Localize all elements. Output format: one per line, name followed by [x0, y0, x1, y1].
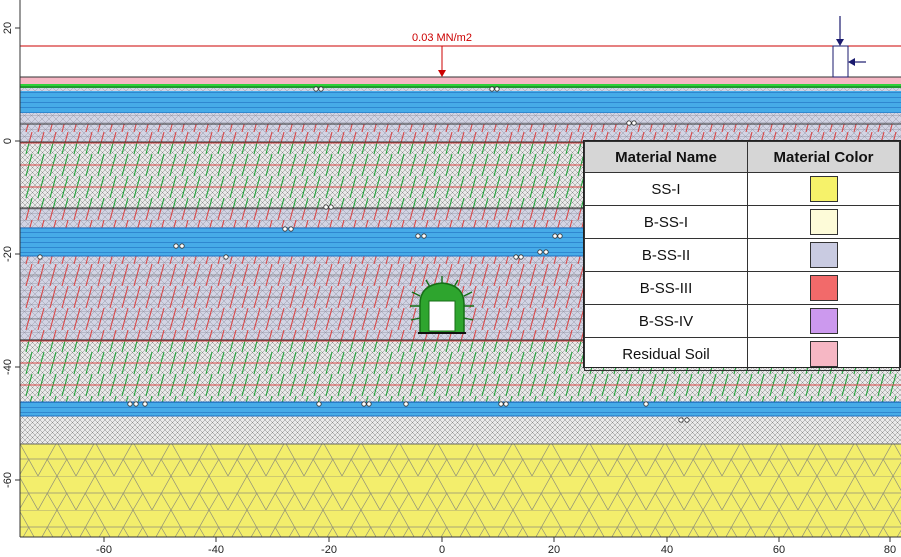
y-axis-ticks [15, 27, 20, 481]
y-tick-label: -20 [2, 246, 14, 262]
x-tick-label: 40 [661, 544, 673, 556]
legend-table: Material Name Material Color SS-I B-SS-I… [584, 141, 900, 371]
legend-material-name: B-SS-I [584, 205, 748, 239]
point-load [832, 16, 866, 78]
layer-ss-i [20, 444, 901, 537]
layer-residual-soil [20, 77, 901, 86]
tunnel-bolts [410, 276, 474, 321]
color-swatch [809, 209, 838, 235]
bottom-axis-strip [0, 537, 901, 557]
monitoring-points [37, 86, 690, 423]
legend-row: B-SS-I [584, 205, 900, 239]
y-tick-label: 20 [2, 22, 14, 34]
x-tick-label: 0 [439, 544, 445, 556]
legend-material-name: B-SS-II [584, 238, 748, 272]
distributed-load: 0.03 MN/m2 [20, 32, 901, 77]
material-legend: Material Name Material Color SS-I B-SS-I… [583, 140, 901, 371]
legend-material-color [747, 271, 900, 305]
x-tick-label: -40 [208, 544, 224, 556]
load-value-label: 0.03 MN/m2 [412, 32, 472, 44]
legend-material-name: B-SS-IV [584, 304, 748, 338]
tunnel-opening [428, 300, 456, 332]
load-arrow-head [438, 70, 446, 77]
x-axis-ticks [103, 537, 891, 542]
color-swatch [809, 176, 838, 202]
x-tick-label: -20 [321, 544, 337, 556]
legend-row: Residual Soil [584, 337, 900, 371]
legend-row: SS-I [584, 172, 900, 206]
legend-material-name: Residual Soil [584, 337, 748, 371]
y-tick-label: -60 [2, 472, 14, 488]
x-tick-label: -60 [96, 544, 112, 556]
legend-material-color [747, 337, 900, 371]
legend-header-row: Material Name Material Color [584, 141, 900, 173]
legend-material-color [747, 304, 900, 338]
legend-material-color [747, 172, 900, 206]
tunnel [410, 276, 474, 334]
color-swatch [809, 308, 838, 334]
left-axis-strip [0, 0, 20, 540]
layer-blue-band-1 [20, 91, 901, 113]
point-load-arrow-down-head [836, 39, 844, 46]
point-load-arrow-left-head [848, 58, 855, 66]
legend-material-color [747, 238, 900, 272]
legend-row: B-SS-II [584, 238, 900, 272]
color-swatch [809, 275, 838, 301]
y-axis-labels: 20 0 -20 -40 -60 [2, 22, 14, 488]
legend-row: B-SS-III [584, 271, 900, 305]
legend-material-name: B-SS-III [584, 271, 748, 305]
legend-header-name: Material Name [584, 141, 748, 173]
layer-blue-band-3 [20, 402, 901, 416]
color-swatch [809, 242, 838, 268]
y-tick-label: -40 [2, 359, 14, 375]
x-tick-label: 60 [773, 544, 785, 556]
legend-material-color [747, 205, 900, 239]
x-tick-label: 20 [548, 544, 560, 556]
legend-header-color: Material Color [747, 141, 900, 173]
x-tick-label: 80 [884, 544, 896, 556]
layer-b-ss-iii-1-grid [20, 124, 901, 142]
x-axis-labels: -60 -40 -20 0 20 40 60 80 [96, 544, 896, 556]
legend-material-name: SS-I [584, 172, 748, 206]
layer-b-ss-i [20, 416, 901, 444]
legend-row: B-SS-IV [584, 304, 900, 338]
y-tick-label: 0 [2, 138, 14, 144]
color-swatch [809, 341, 838, 367]
point-load-box [832, 45, 849, 78]
